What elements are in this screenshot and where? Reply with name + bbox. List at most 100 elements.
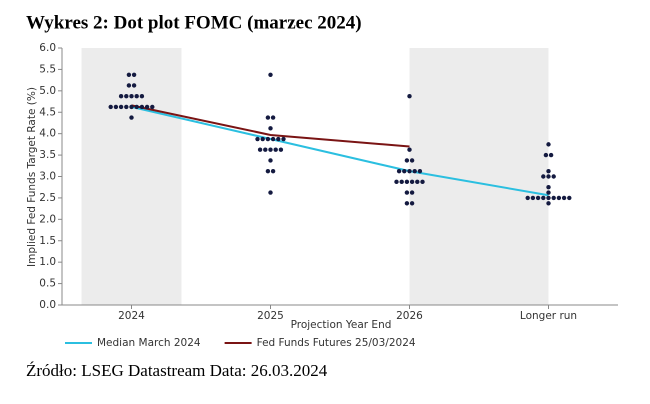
dot xyxy=(407,147,412,152)
dot xyxy=(409,201,415,206)
y-tick-label: 1.5 xyxy=(39,235,56,247)
dot xyxy=(407,93,412,99)
dot xyxy=(257,147,263,152)
dot xyxy=(124,93,129,99)
dot xyxy=(126,72,132,77)
dot xyxy=(268,126,273,131)
dot xyxy=(404,179,410,185)
y-tick-label: 2.5 xyxy=(39,192,56,204)
y-tick-label: 0.0 xyxy=(39,299,56,311)
dot xyxy=(546,195,551,201)
dot xyxy=(546,190,551,195)
dot xyxy=(124,104,129,110)
dot xyxy=(129,115,134,120)
dot xyxy=(263,147,268,152)
y-tick-label: 2.0 xyxy=(39,213,56,225)
dot xyxy=(118,93,124,99)
dot xyxy=(417,168,423,174)
dot xyxy=(399,179,404,185)
dot xyxy=(404,201,410,206)
chart-title: Wykres 2: Dot plot FOMC (marzec 2024) xyxy=(26,12,362,33)
dot xyxy=(276,136,281,142)
dot xyxy=(409,179,415,185)
dot xyxy=(139,104,145,110)
dot xyxy=(541,174,546,179)
dot xyxy=(273,147,278,152)
dot xyxy=(409,158,415,163)
dot xyxy=(108,104,113,110)
dot xyxy=(129,104,134,110)
dot xyxy=(535,195,541,201)
dot xyxy=(546,201,551,206)
dot xyxy=(265,168,271,174)
y-tick-label: 0.5 xyxy=(39,278,56,290)
dot xyxy=(118,104,124,110)
dot xyxy=(525,195,530,201)
dot xyxy=(265,115,271,120)
dot xyxy=(541,195,546,201)
dot xyxy=(139,93,145,99)
y-tick-label: 5.5 xyxy=(39,63,56,75)
dot xyxy=(404,190,410,195)
y-tick-label: 3.5 xyxy=(39,149,56,161)
dot xyxy=(255,136,260,142)
dot xyxy=(268,190,273,195)
dot xyxy=(113,104,119,110)
shaded-band xyxy=(409,48,549,305)
dot xyxy=(546,142,551,147)
y-tick-label: 4.0 xyxy=(39,128,56,140)
x-axis-title: Projection Year End xyxy=(291,319,392,331)
dot xyxy=(409,190,415,195)
dot xyxy=(415,179,420,185)
dot xyxy=(546,185,551,190)
dot xyxy=(548,152,554,158)
x-tick-label: 2025 xyxy=(257,310,284,322)
dot xyxy=(265,136,271,142)
dot xyxy=(131,72,137,77)
legend-label: Median March 2024 xyxy=(97,337,201,349)
line xyxy=(131,104,410,148)
x-tick-label: Longer run xyxy=(520,310,577,322)
dot xyxy=(129,93,134,99)
dot xyxy=(546,174,551,179)
dot xyxy=(396,168,402,174)
y-tick-label: 3.0 xyxy=(39,171,56,183)
dot xyxy=(420,179,425,185)
dot xyxy=(412,168,417,174)
y-tick-label: 6.0 xyxy=(39,42,56,54)
dot xyxy=(567,195,572,201)
y-axis-title: Implied Fed Funds Target Rate (%) xyxy=(26,87,38,267)
dot xyxy=(144,104,150,110)
dot xyxy=(394,179,399,185)
dot xyxy=(270,115,276,120)
dot xyxy=(134,93,139,99)
dot xyxy=(150,104,155,110)
dot xyxy=(407,168,412,174)
dot xyxy=(134,104,139,110)
line xyxy=(131,105,549,197)
dot xyxy=(278,147,284,152)
dot xyxy=(131,83,137,88)
y-tick-label: 1.0 xyxy=(39,256,56,268)
dot xyxy=(260,136,265,142)
dot xyxy=(543,152,549,158)
dot xyxy=(551,195,556,201)
legend-label: Fed Funds Futures 25/03/2024 xyxy=(257,337,416,349)
dot xyxy=(268,158,273,163)
dot xyxy=(561,195,567,201)
dot xyxy=(546,168,551,174)
dot xyxy=(268,147,273,152)
dot xyxy=(126,83,132,88)
dot xyxy=(270,136,276,142)
source: Źródło: LSEG Datastream Data: 26.03.2024 xyxy=(26,361,328,380)
dot xyxy=(404,158,410,163)
dot xyxy=(270,168,276,174)
y-tick-label: 5.0 xyxy=(39,85,56,97)
y-tick-label: 4.5 xyxy=(39,106,56,118)
dot xyxy=(551,174,556,179)
shaded-band xyxy=(81,48,182,305)
dot xyxy=(556,195,562,201)
dot xyxy=(530,195,536,201)
x-tick-label: 2026 xyxy=(396,310,423,322)
